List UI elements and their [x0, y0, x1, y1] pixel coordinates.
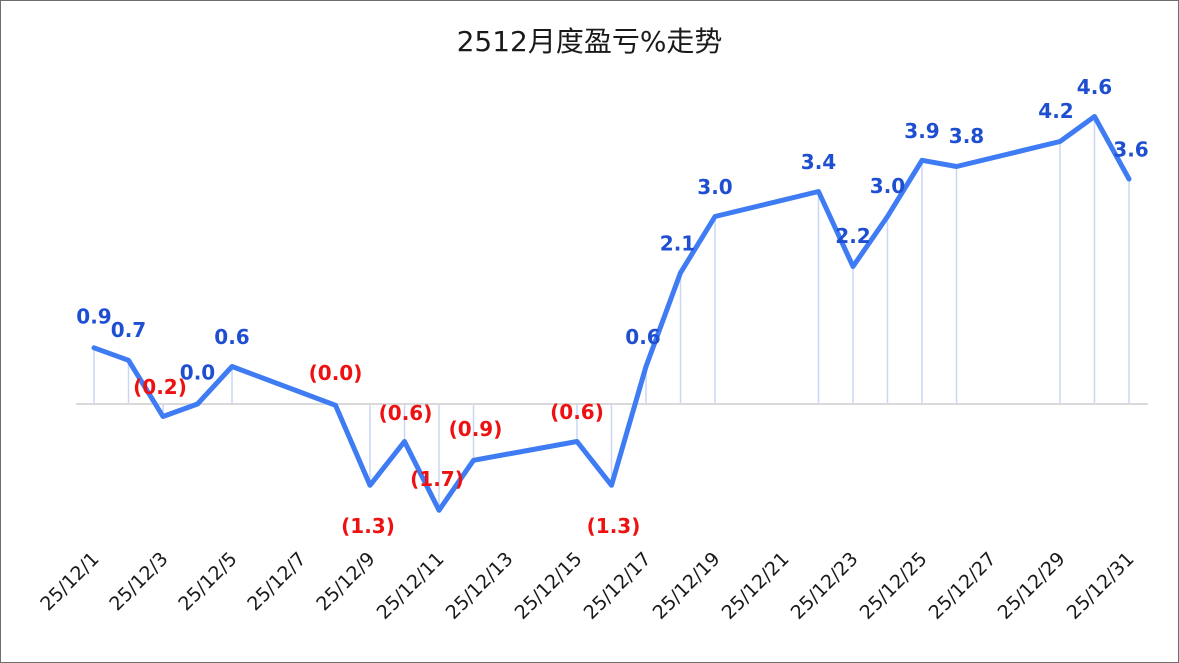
data-label: 3.0 — [870, 174, 905, 198]
data-label: 2.2 — [835, 224, 870, 248]
data-label: 4.6 — [1077, 75, 1112, 99]
data-label: 0.6 — [214, 325, 249, 349]
x-tick-label: 25/12/13 — [442, 548, 518, 624]
data-label: 0.6 — [625, 325, 660, 349]
x-tick-label: 25/12/27 — [925, 548, 1001, 624]
data-label: (0.2) — [133, 375, 187, 399]
x-axis-ticks: 25/12/1 25/12/3 25/12/5 25/12/7 25/12/925/12… — [36, 548, 1138, 624]
data-label: (1.3) — [587, 514, 641, 538]
data-label: 3.6 — [1113, 138, 1148, 162]
chart-title: 2512月度盈亏%走势 — [456, 25, 723, 58]
data-label: 3.9 — [904, 119, 939, 143]
data-label: 3.8 — [949, 124, 984, 148]
data-label: 4.2 — [1038, 99, 1073, 123]
x-tick-label: 25/12/11 — [373, 548, 449, 624]
data-label: (0.0) — [309, 361, 363, 385]
data-label: 0.7 — [111, 318, 146, 342]
data-label: 3.0 — [697, 175, 732, 199]
x-tick-label: 25/12/31 — [1063, 548, 1139, 624]
drop-lines — [93, 116, 1130, 511]
data-label: (0.6) — [379, 401, 433, 425]
x-tick-label: 25/12/29 — [994, 548, 1070, 624]
series-line — [91, 114, 1132, 513]
x-tick-label: 25/12/7 — [243, 548, 310, 615]
x-tick-label: 25/12/5 — [174, 548, 241, 615]
data-label: (1.3) — [341, 514, 395, 538]
data-label: (1.7) — [410, 467, 464, 491]
x-tick-label: 25/12/1 — [36, 548, 103, 615]
data-label: 3.4 — [801, 150, 836, 174]
data-labels: 0.90.7 (0.2)0.0 0.6 (0.0) (1.3) (0.6) (1.7) (0.… — [76, 75, 1148, 538]
data-label: 0.9 — [76, 304, 111, 328]
x-tick-label: 25/12/9 — [312, 548, 379, 615]
x-tick-label: 25/12/25 — [856, 548, 932, 624]
x-tick-label: 25/12/23 — [787, 548, 863, 624]
data-label: (0.9) — [449, 417, 503, 441]
x-tick-label: 25/12/19 — [649, 548, 725, 624]
x-tick-label: 25/12/15 — [511, 548, 587, 624]
x-tick-label: 25/12/17 — [580, 548, 656, 624]
data-label: 2.1 — [660, 231, 695, 255]
x-tick-label: 25/12/21 — [718, 548, 794, 624]
x-tick-label: 25/12/3 — [105, 548, 172, 615]
data-label: 0.0 — [180, 361, 215, 385]
data-label: (0.6) — [550, 400, 604, 424]
